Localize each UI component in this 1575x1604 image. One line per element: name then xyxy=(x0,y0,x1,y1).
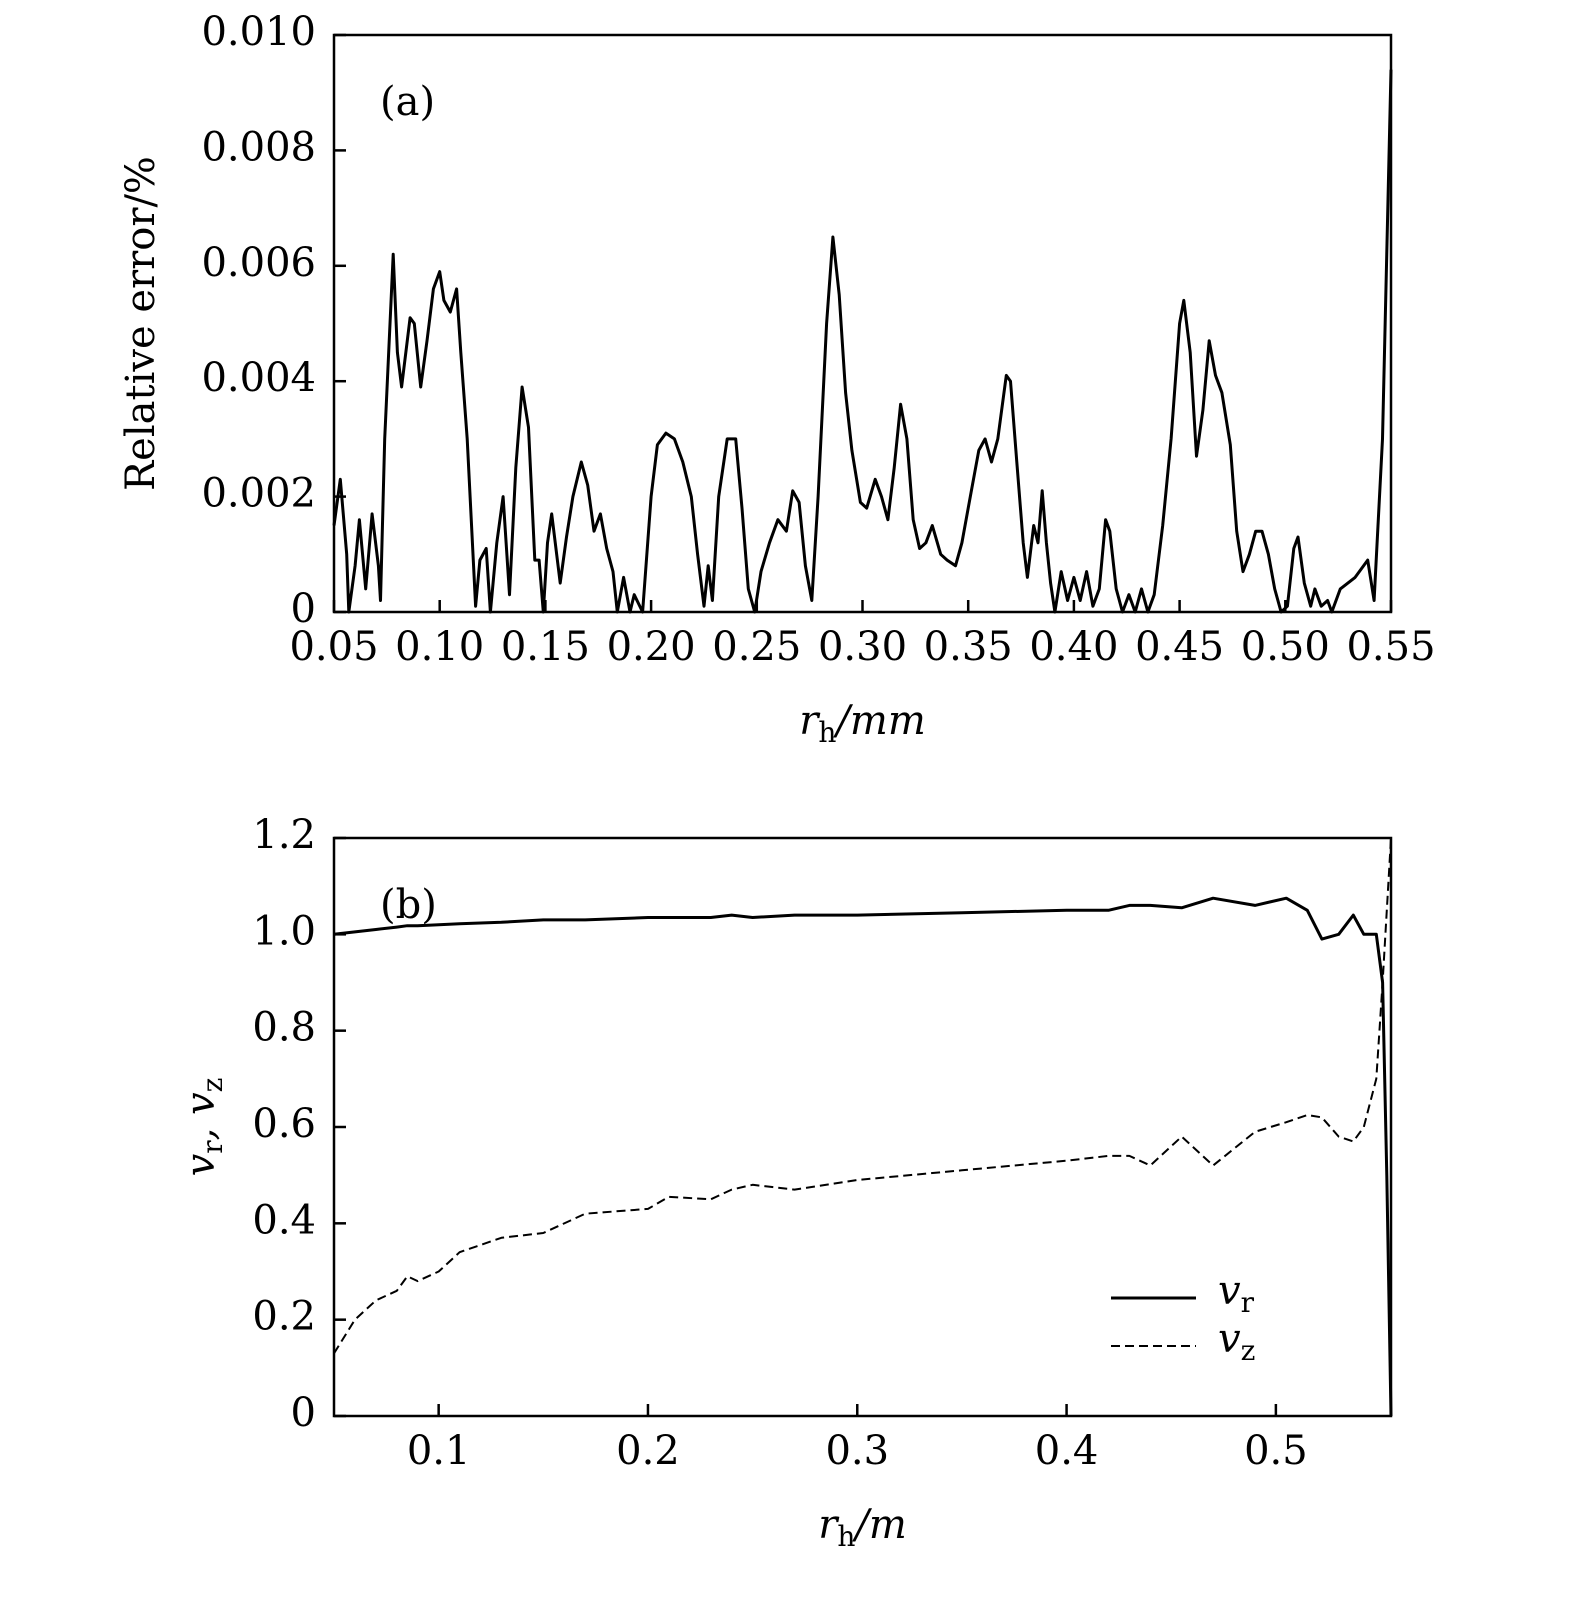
legend-label: vz xyxy=(1218,1316,1255,1367)
x-tick-label: 0.10 xyxy=(395,624,484,670)
x-tick-label: 0.05 xyxy=(289,624,378,670)
x-tick-label: 0.35 xyxy=(924,624,1013,670)
legend-label-part: z xyxy=(1241,1334,1256,1367)
y-axis-label: vr, vz xyxy=(178,1078,229,1177)
plot-frame xyxy=(332,33,1393,614)
x-tick-label: 0.3 xyxy=(825,1428,889,1474)
x-axis-label-part: h xyxy=(837,1520,855,1553)
subplot: 0.05 0.10 0.15 0.20 0.25 0.30 0.35 0.40 0.45 0.50… xyxy=(118,9,1436,749)
data-line xyxy=(333,896,1393,1417)
y-axis-label-part: z xyxy=(196,1078,229,1093)
x-axis-label-part: h xyxy=(818,716,836,749)
y-tick-label: 0.8 xyxy=(252,1005,316,1051)
panel-label: (b) xyxy=(380,882,437,928)
y-axis-label-part: , v xyxy=(178,1092,224,1140)
x-axis-label: rh/mm xyxy=(799,698,926,749)
y-tick-label: 0.6 xyxy=(252,1101,316,1147)
x-tick-label: 0.20 xyxy=(607,624,696,670)
x-tick-label: 0.30 xyxy=(818,624,907,670)
x-axis-label-part: r xyxy=(799,698,821,744)
x-tick-label: 0.40 xyxy=(1029,624,1118,670)
y-tick-label: 0.4 xyxy=(252,1197,316,1243)
y-tick-label: 0.008 xyxy=(201,124,316,170)
y-tick-label: 0.002 xyxy=(201,471,316,517)
legend-label-part: v xyxy=(1218,1268,1241,1314)
x-axis-label-part: /m xyxy=(851,1502,906,1548)
x-tick-label: 0.55 xyxy=(1346,624,1435,670)
data-line xyxy=(333,837,1392,1354)
y-tick-label: 0.010 xyxy=(201,9,316,55)
legend-label-part: v xyxy=(1218,1316,1241,1362)
x-tick-label: 0.50 xyxy=(1241,624,1330,670)
data-line xyxy=(332,69,1393,614)
x-tick-label: 0.45 xyxy=(1135,624,1224,670)
panel-label: (a) xyxy=(380,79,435,125)
subplot: 0.1 0.2 0.3 0.4 0.500.20.40.60.81.01.2rh/mvr… xyxy=(178,812,1393,1553)
y-tick-label: 0.2 xyxy=(252,1294,316,1340)
x-tick-label: 0.25 xyxy=(712,624,801,670)
x-axis-label-part: /mm xyxy=(832,698,925,744)
y-axis-label-part: r xyxy=(196,1140,229,1154)
x-axis-label-part: r xyxy=(818,1502,840,1548)
x-tick-label: 0.15 xyxy=(501,624,590,670)
y-axis-label: Relative error/% xyxy=(118,156,164,491)
x-tick-label: 0.5 xyxy=(1244,1428,1308,1474)
y-tick-label: 0 xyxy=(291,586,316,632)
x-tick-label: 0.2 xyxy=(616,1428,680,1474)
x-axis-label: rh/m xyxy=(818,1502,907,1553)
legend-label: vr xyxy=(1218,1268,1255,1319)
x-tick-label: 0.4 xyxy=(1035,1428,1099,1474)
y-tick-label: 0.006 xyxy=(201,240,316,286)
legend-label-part: r xyxy=(1241,1286,1255,1319)
x-tick-label: 0.1 xyxy=(407,1428,471,1474)
y-tick-label: 1.2 xyxy=(252,812,316,858)
y-tick-label: 0.004 xyxy=(201,355,316,401)
y-axis-label-part: v xyxy=(178,1153,224,1176)
y-tick-label: 0 xyxy=(291,1390,316,1436)
y-tick-label: 1.0 xyxy=(252,908,316,954)
